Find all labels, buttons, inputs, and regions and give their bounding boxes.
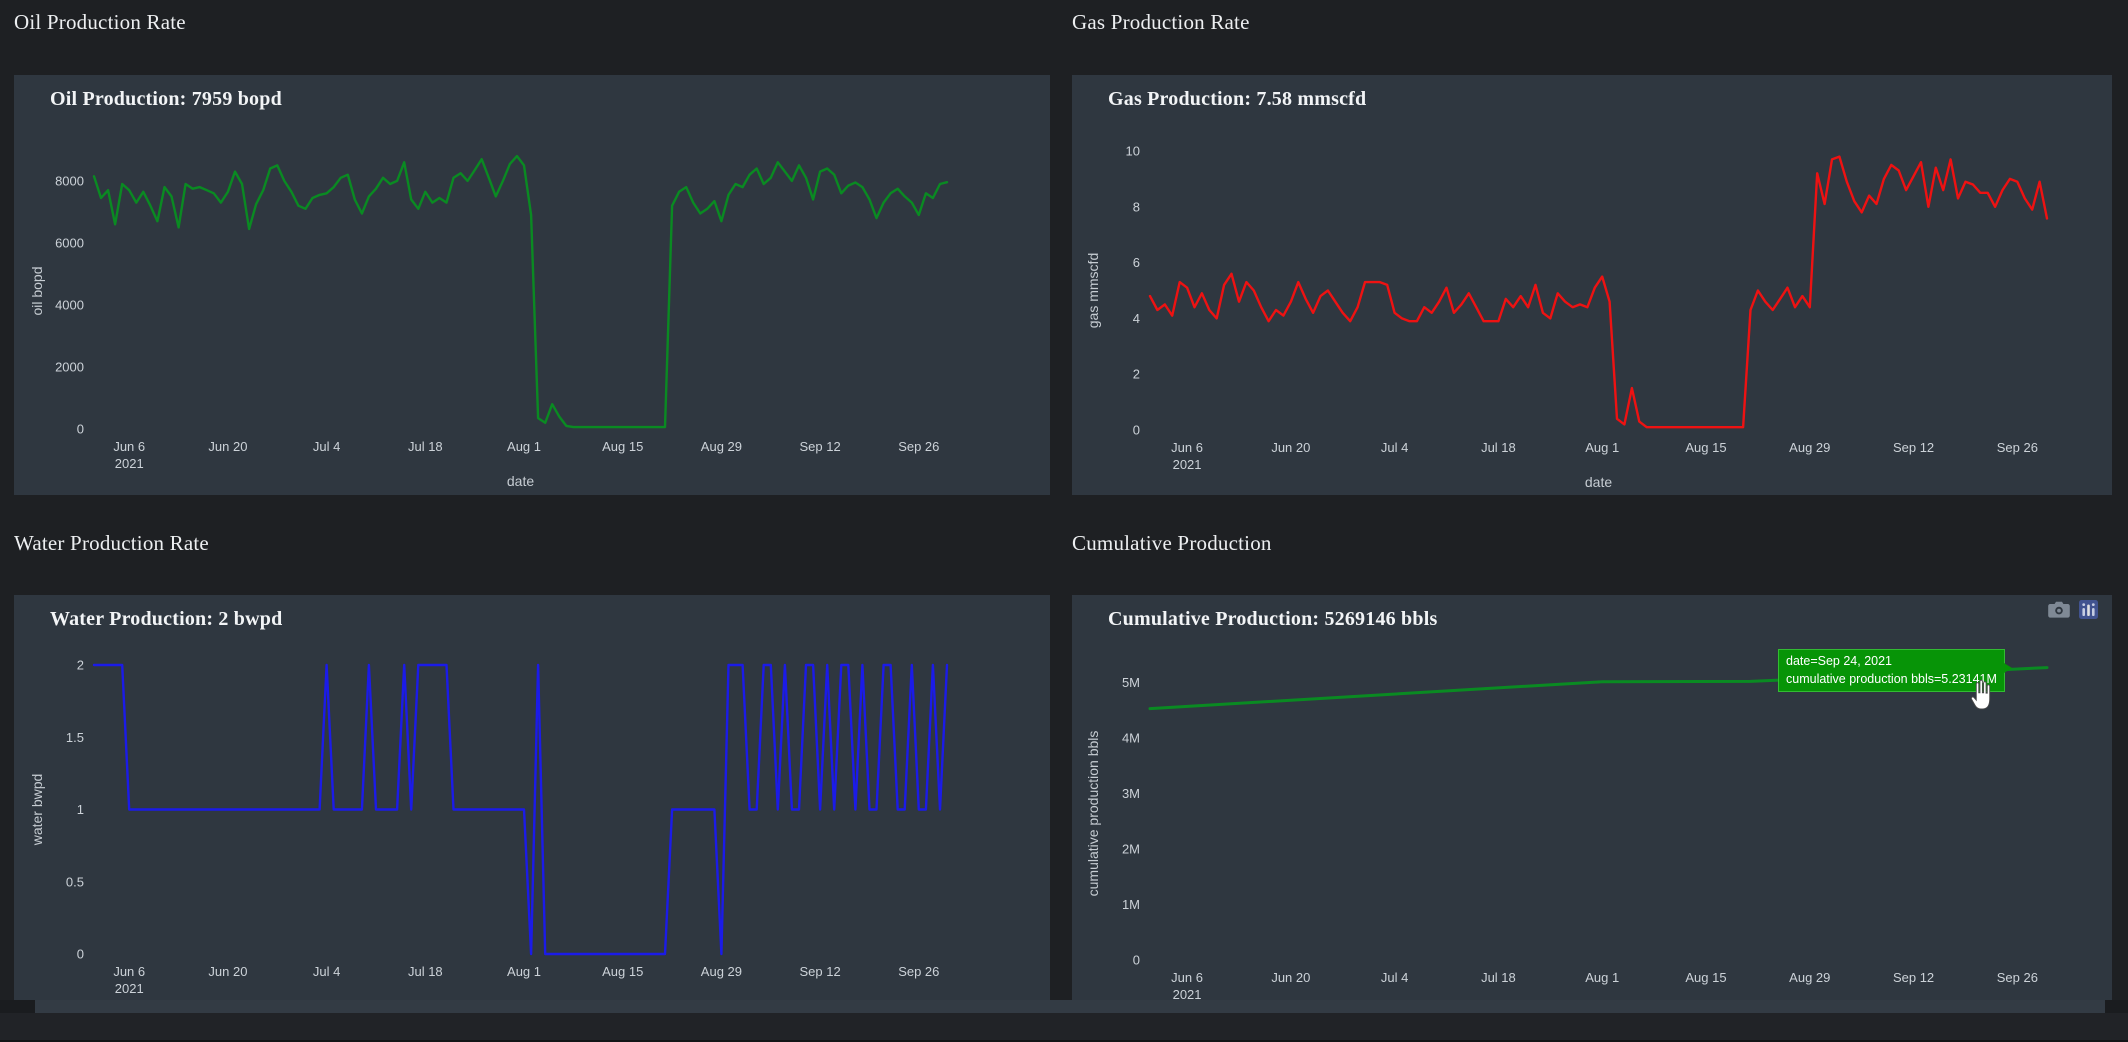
svg-text:Jul 4: Jul 4 [313,964,340,979]
svg-text:0.5: 0.5 [66,874,84,889]
svg-text:1.5: 1.5 [66,730,84,745]
svg-text:Jul 18: Jul 18 [408,964,443,979]
svg-text:Aug 15: Aug 15 [602,964,643,979]
svg-text:gas mmscfd: gas mmscfd [1085,253,1101,328]
window-footer-band [0,1013,2128,1042]
tooltip-caret [2003,663,2012,673]
mouse-cursor-hand-icon [1970,679,1997,715]
svg-text:2021: 2021 [1173,457,1202,472]
svg-text:Aug 1: Aug 1 [507,964,541,979]
svg-text:Jun 6: Jun 6 [113,964,145,979]
cumulative-chart-title: Cumulative Production: 5269146 bbls [1108,608,1438,630]
tooltip-date-line: date=Sep 24, 2021 [1786,654,1892,668]
svg-text:1: 1 [77,802,84,817]
svg-text:Aug 29: Aug 29 [1789,970,1830,985]
gas-production-chart[interactable]: 0 2 4 6 8 10 Jun 6 2021 Jun 20 Jul 4 Jul 18 Aug 1 Au… [1072,75,2112,495]
svg-text:Sep 26: Sep 26 [898,964,939,979]
svg-text:2021: 2021 [1173,987,1202,1002]
oil-chart-title: Oil Production: 7959 bopd [50,88,282,110]
svg-text:Sep 26: Sep 26 [898,439,939,454]
svg-text:Aug 1: Aug 1 [1585,970,1619,985]
gas-chart-title: Gas Production: 7.58 mmscfd [1108,88,1367,110]
svg-text:Jun 20: Jun 20 [208,964,247,979]
svg-text:Jun 6: Jun 6 [113,439,145,454]
svg-text:2000: 2000 [55,359,84,374]
svg-text:8: 8 [1133,199,1140,214]
section-heading-water: Water Production Rate [14,531,209,555]
oil-production-chart[interactable]: 0 2000 4000 6000 8000 Jun 6 2021 Jun 20 Jul 4 Jul… [14,75,1050,495]
water-production-card: Water Production: 2 bwpd 0 0.5 1 1.5 2 Jun 6 2… [14,595,1050,1013]
svg-text:Aug 1: Aug 1 [507,439,541,454]
svg-text:6000: 6000 [55,235,84,250]
svg-text:4M: 4M [1122,731,1140,746]
download-png-camera-icon[interactable] [2048,601,2070,623]
svg-text:0: 0 [1133,953,1140,968]
svg-text:water bwpd: water bwpd [29,774,45,847]
svg-text:0: 0 [1133,423,1140,438]
svg-text:0: 0 [77,947,84,962]
svg-text:Jul 18: Jul 18 [408,439,443,454]
svg-text:oil bopd: oil bopd [29,266,45,315]
svg-text:5M: 5M [1122,675,1140,690]
svg-text:Jun 20: Jun 20 [1271,440,1310,455]
svg-text:date: date [507,473,534,489]
svg-text:Jul 4: Jul 4 [313,439,340,454]
hover-tooltip: date=Sep 24, 2021 cumulative production … [1778,649,2012,693]
svg-text:Jun 6: Jun 6 [1171,970,1203,985]
svg-text:Jun 20: Jun 20 [208,439,247,454]
svg-text:date: date [1585,474,1612,490]
svg-text:10: 10 [1126,144,1140,159]
svg-text:Aug 15: Aug 15 [602,439,643,454]
svg-text:Sep 26: Sep 26 [1997,970,2038,985]
svg-text:4: 4 [1133,311,1140,326]
svg-text:2021: 2021 [115,456,144,471]
svg-text:1M: 1M [1122,897,1140,912]
svg-text:Jul 4: Jul 4 [1381,970,1408,985]
oil-production-card: Oil Production: 7959 bopd 0 2000 4000 6000 8… [14,75,1050,495]
svg-text:8000: 8000 [55,173,84,188]
svg-text:Jun 20: Jun 20 [1271,970,1310,985]
svg-text:Sep 12: Sep 12 [1893,970,1934,985]
svg-text:3M: 3M [1122,786,1140,801]
svg-text:Sep 12: Sep 12 [800,439,841,454]
svg-text:Jul 18: Jul 18 [1481,970,1516,985]
svg-text:Aug 29: Aug 29 [701,439,742,454]
tooltip-value-line: cumulative production bbls=5.23141M [1786,672,1997,687]
svg-text:Jul 18: Jul 18 [1481,440,1516,455]
gas-production-card: Gas Production: 7.58 mmscfd 0 2 4 6 8 10 Jun 6… [1072,75,2112,495]
svg-text:4000: 4000 [55,297,84,312]
svg-text:Aug 15: Aug 15 [1685,970,1726,985]
svg-text:Sep 12: Sep 12 [1893,440,1934,455]
svg-text:Aug 1: Aug 1 [1585,440,1619,455]
svg-text:2021: 2021 [115,981,144,996]
svg-text:Aug 29: Aug 29 [701,964,742,979]
cumulative-production-chart[interactable]: 0 1M 2M 3M 4M 5M Jun 6 2021 Jun 20 Jul 4 Jul 18 Aug… [1072,595,2112,1013]
modebar [2048,600,2098,624]
section-heading-oil: Oil Production Rate [14,10,186,34]
section-heading-cumulative: Cumulative Production [1072,531,1272,555]
section-heading-gas: Gas Production Rate [1072,10,1250,34]
plotly-logo-icon[interactable] [2079,600,2098,624]
svg-text:Jun 6: Jun 6 [1171,440,1203,455]
svg-text:0: 0 [77,422,84,437]
horizontal-scrollbar-track [0,1000,2128,1013]
svg-text:2: 2 [1133,367,1140,382]
svg-text:2: 2 [77,658,84,673]
water-production-chart[interactable]: 0 0.5 1 1.5 2 Jun 6 2021 Jun 20 Jul 4 Jul 18 Aug 1… [14,595,1050,1013]
svg-text:Sep 12: Sep 12 [800,964,841,979]
svg-text:6: 6 [1133,255,1140,270]
svg-text:Jul 4: Jul 4 [1381,440,1408,455]
horizontal-scrollbar-thumb[interactable] [35,1000,2105,1013]
svg-text:Sep 26: Sep 26 [1997,440,2038,455]
cumulative-production-card: Cumulative Production: 5269146 bbls 0 1M 2… [1072,595,2112,1013]
svg-text:2M: 2M [1122,842,1140,857]
svg-text:cumulative production bbls: cumulative production bbls [1085,731,1101,897]
water-chart-title: Water Production: 2 bwpd [50,608,283,630]
svg-text:Aug 29: Aug 29 [1789,440,1830,455]
svg-text:Aug 15: Aug 15 [1685,440,1726,455]
